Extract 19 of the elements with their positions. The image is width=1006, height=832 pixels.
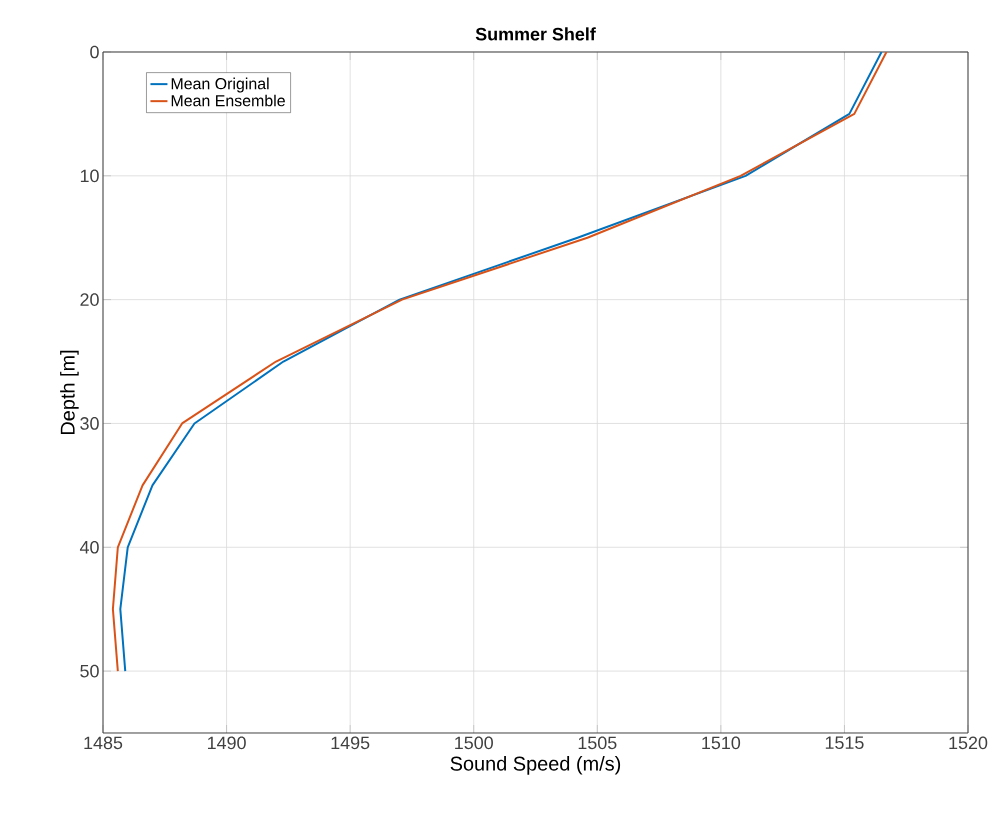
y-tick-label: 40 — [79, 540, 99, 554]
y-tick-label: 10 — [80, 169, 99, 183]
x-tick-label: 1485 — [84, 736, 123, 750]
legend-label: Mean Ensemble — [171, 94, 285, 107]
x-tick-label: 1515 — [825, 736, 864, 750]
x-tick-label: 1490 — [207, 736, 246, 750]
y-tick-label: 30 — [80, 417, 99, 430]
y-tick-label: 50 — [80, 664, 99, 678]
y-tick-label: 20 — [80, 293, 99, 306]
x-tick-label: 1510 — [702, 736, 741, 750]
x-tick-label: 1500 — [455, 736, 493, 750]
y-axis-title: Depth [m] — [60, 350, 79, 435]
x-tick-label: 1505 — [578, 736, 617, 750]
legend-label: Mean Original — [171, 77, 269, 93]
y-tick-label: 0 — [90, 45, 99, 59]
chart-title: Summer Shelf — [475, 27, 596, 41]
x-tick-label: 1495 — [331, 736, 370, 750]
x-axis-title: Sound Speed (m/s) — [450, 756, 621, 775]
x-tick-label: 1520 — [949, 736, 988, 750]
